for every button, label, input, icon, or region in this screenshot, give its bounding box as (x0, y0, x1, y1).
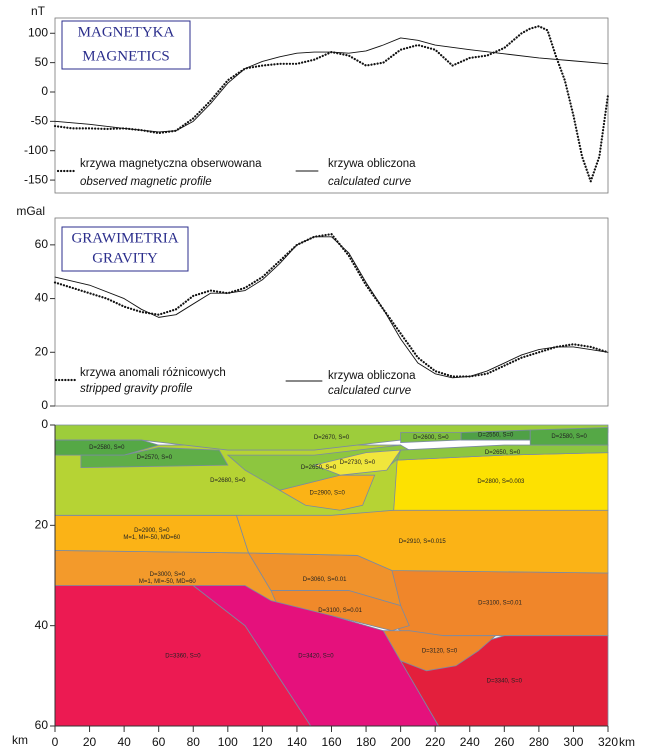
y-tick-label: 40 (35, 618, 49, 632)
body-label: D=3120, S=0 (422, 648, 458, 654)
y-tick-label: 20 (35, 344, 49, 358)
legend-label-en: calculated curve (328, 385, 411, 397)
x-tick-label: 160 (321, 735, 341, 749)
body-label: D=3060, S=0.01 (303, 577, 347, 583)
x-tick-label: 220 (425, 735, 445, 749)
chart-title: GRAWIMETRIA (71, 230, 178, 246)
y-axis-label: nT (31, 4, 46, 18)
y-axis-label: mGal (16, 204, 45, 218)
y-tick-label: -100 (24, 143, 48, 157)
x-tick-label: 80 (187, 735, 201, 749)
body-label: D=3100, S=0.01 (318, 608, 362, 614)
x-tick-label: 260 (494, 735, 514, 749)
y-tick-label: 0 (41, 398, 48, 412)
x-tick-label: 40 (117, 735, 131, 749)
x-tick-label: 200 (391, 735, 411, 749)
x-tick-label: 300 (563, 735, 583, 749)
y-tick-label: 0 (41, 84, 48, 98)
x-tick-label: 20 (83, 735, 97, 749)
body-label: D=3360, S=0 (165, 653, 201, 659)
y-tick-label: -150 (24, 172, 48, 186)
body-label: D=2600, S=0 (413, 435, 449, 441)
x-tick-label: 100 (218, 735, 238, 749)
x-tick-label: 180 (356, 735, 376, 749)
x-axis-label: km (619, 735, 635, 749)
body-label: D=2800, S=0.003 (477, 479, 525, 485)
body-label: D=2580, S=0 (89, 445, 125, 451)
y-tick-label: -50 (31, 114, 49, 128)
body-label: D=3100, S=0.01 (478, 601, 522, 607)
legend-label: krzywa anomali różnicowych (80, 367, 226, 379)
x-tick-label: 0 (52, 735, 59, 749)
legend-label: krzywa magnetyczna obserwowana (80, 158, 262, 170)
y-tick-label: 20 (35, 518, 49, 532)
body-label: D=2650, S=0 (301, 465, 337, 471)
x-tick-label: 140 (287, 735, 307, 749)
body-label: D=3340, S=0 (487, 678, 523, 684)
body-label: D=3420, S=0 (298, 653, 334, 659)
chart-subtitle: MAGNETICS (82, 48, 170, 64)
body-label: D=2680, S=0 (210, 478, 246, 484)
body-label: D=2570, S=0 (137, 455, 173, 461)
body-label: D=2580, S=0 (551, 434, 587, 440)
body-label: D=2730, S=0 (340, 460, 376, 466)
y-tick-label: 60 (35, 718, 49, 732)
x-tick-label: 60 (152, 735, 166, 749)
body-label: D=2910, S=0.015 (399, 539, 447, 545)
y-tick-label: 60 (35, 237, 49, 251)
body-label: D=2550, S=0 (478, 433, 514, 439)
x-tick-label: 320 (598, 735, 618, 749)
y-tick-label: 40 (35, 291, 49, 305)
body-label: D=2670, S=0 (314, 435, 350, 441)
body-label: M=1, MI=-50, MD=60 (123, 535, 181, 541)
figure: 100 50 0 -50 -100 -150 nT MAGNETYKA MAGNETICS krz… (0, 0, 647, 751)
legend-label: krzywa obliczona (328, 370, 416, 382)
y-tick-label: 0 (41, 417, 48, 431)
y-axis-label: km (12, 733, 28, 747)
body-label: D=3000, S=0 (150, 572, 186, 578)
chart-subtitle: GRAVITY (92, 250, 158, 266)
body-label: D=2900, S=0 (134, 528, 170, 534)
legend-label-en: stripped gravity profile (80, 383, 193, 395)
body-label: M=1, MI=-50, MD=60 (139, 579, 197, 585)
x-tick-label: 120 (252, 735, 272, 749)
legend-label-en: observed magnetic profile (80, 176, 212, 188)
body-label: D=2900, S=0 (309, 490, 345, 496)
legend-label: krzywa obliczona (328, 158, 416, 170)
x-tick-label: 240 (460, 735, 480, 749)
chart-title: MAGNETYKA (78, 24, 175, 40)
y-tick-label: 100 (28, 25, 48, 39)
legend-label-en: calculated curve (328, 176, 411, 188)
body-label: D=2650, S=0 (485, 450, 521, 456)
y-tick-label: 50 (35, 55, 49, 69)
x-tick-label: 280 (529, 735, 549, 749)
